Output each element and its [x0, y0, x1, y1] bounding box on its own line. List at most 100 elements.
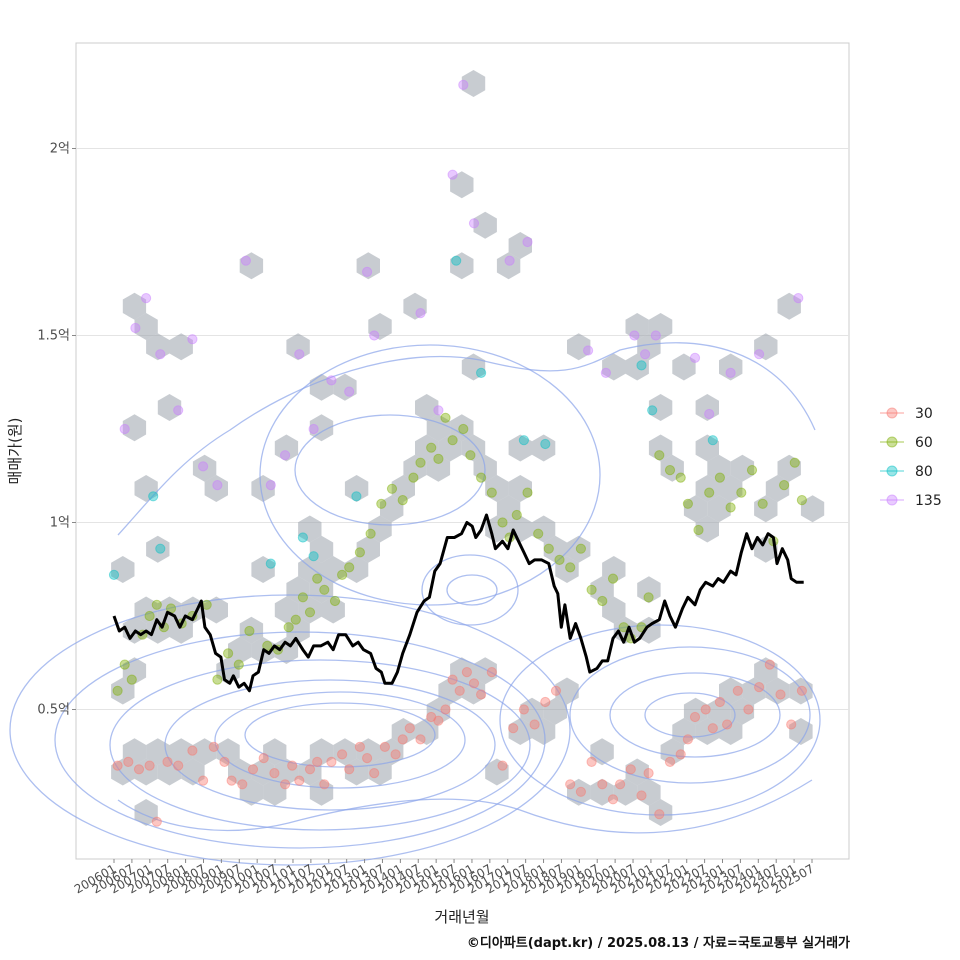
hex-bin — [730, 697, 755, 725]
data-point-30 — [294, 775, 305, 786]
hex-bin — [251, 556, 275, 583]
data-point-135 — [265, 480, 276, 491]
hex-bin — [473, 211, 497, 239]
data-point-30 — [707, 723, 718, 734]
hex-bin — [146, 738, 170, 766]
data-point-30 — [354, 741, 365, 753]
hex-bin — [111, 758, 135, 786]
data-point-30 — [518, 704, 530, 715]
hex-bin — [356, 738, 380, 766]
density-contour — [54, 631, 546, 849]
data-point-135 — [640, 349, 651, 360]
hex-bin — [672, 718, 696, 745]
data-point-60 — [119, 659, 130, 670]
data-point-30 — [764, 659, 775, 670]
hex-bin — [368, 313, 392, 340]
hex-bin — [719, 353, 743, 381]
data-point-60 — [779, 480, 790, 491]
hex-bin — [450, 657, 474, 685]
data-point-60 — [151, 599, 162, 610]
data-point-30 — [615, 779, 626, 790]
hex-bin — [719, 677, 743, 705]
data-point-30 — [415, 734, 426, 745]
data-point-80 — [308, 551, 319, 562]
legend-label: 135 — [915, 493, 942, 509]
hex-bin — [660, 454, 684, 482]
hex-bin — [309, 414, 334, 442]
hex-bin — [380, 738, 404, 766]
data-point-30 — [468, 678, 480, 689]
data-point-30 — [269, 768, 280, 779]
data-point-135 — [198, 461, 209, 472]
hex-bin — [672, 353, 696, 381]
hex-bin — [683, 495, 708, 523]
density-contour — [421, 554, 519, 626]
hex-bin — [625, 758, 649, 786]
data-point-30 — [247, 764, 259, 775]
data-point-60 — [682, 498, 694, 509]
hex-bin — [426, 697, 451, 725]
data-point-30 — [133, 764, 145, 775]
data-point-80 — [265, 558, 276, 569]
hex-bin — [192, 738, 217, 766]
hex-bin — [309, 738, 334, 766]
data-point-60 — [654, 450, 665, 461]
data-point-30 — [565, 779, 576, 790]
hex-bin — [613, 778, 638, 806]
hex-bin — [415, 718, 439, 745]
hex-bin — [122, 292, 147, 320]
density-contour — [117, 342, 816, 536]
data-point-60 — [112, 685, 123, 696]
hex-bin — [298, 596, 322, 624]
data-point-80 — [155, 543, 166, 554]
data-point-30 — [162, 756, 173, 768]
hex-bin — [286, 616, 310, 644]
data-point-30 — [337, 749, 348, 760]
data-point-60 — [426, 442, 437, 453]
data-point-30 — [461, 667, 472, 678]
data-point-135 — [600, 367, 612, 378]
data-point-30 — [597, 779, 608, 790]
hex-bin — [496, 495, 521, 523]
hex-bin — [263, 778, 287, 806]
hex-bin — [309, 535, 334, 563]
hex-bin — [508, 718, 532, 745]
hex-bin — [485, 758, 509, 786]
hex-bin — [461, 434, 486, 462]
data-point-30 — [508, 723, 519, 734]
data-point-60 — [447, 435, 458, 446]
data-point-80 — [108, 569, 120, 581]
data-point-60 — [304, 607, 316, 618]
hex-bin — [450, 252, 474, 280]
data-point-135 — [141, 293, 152, 304]
data-point-30 — [775, 689, 786, 700]
hex-bin — [625, 313, 649, 340]
data-point-60 — [575, 543, 587, 554]
hex-bin — [274, 758, 299, 786]
data-point-60 — [415, 457, 426, 468]
data-point-30 — [112, 760, 123, 771]
data-point-60 — [144, 610, 155, 622]
data-point-30 — [722, 719, 733, 730]
data-point-30 — [625, 764, 636, 775]
hex-bin — [274, 596, 299, 624]
data-point-60 — [796, 495, 808, 506]
hex-bin — [496, 252, 521, 280]
hex-bin — [426, 454, 451, 482]
data-point-30 — [379, 741, 390, 753]
hex-bin — [391, 718, 415, 745]
data-point-60 — [704, 487, 715, 498]
data-point-30 — [664, 756, 676, 768]
data-point-60 — [223, 648, 234, 659]
hex-bin — [543, 535, 567, 563]
hex-bin — [321, 596, 345, 624]
hex-bin — [754, 495, 778, 523]
hex-bin — [719, 718, 743, 745]
data-point-30 — [636, 790, 647, 801]
hex-bin — [719, 475, 743, 502]
data-point-135 — [130, 322, 141, 334]
data-point-30 — [754, 682, 765, 693]
trend-line-group — [112, 513, 804, 693]
data-point-60 — [244, 625, 255, 637]
